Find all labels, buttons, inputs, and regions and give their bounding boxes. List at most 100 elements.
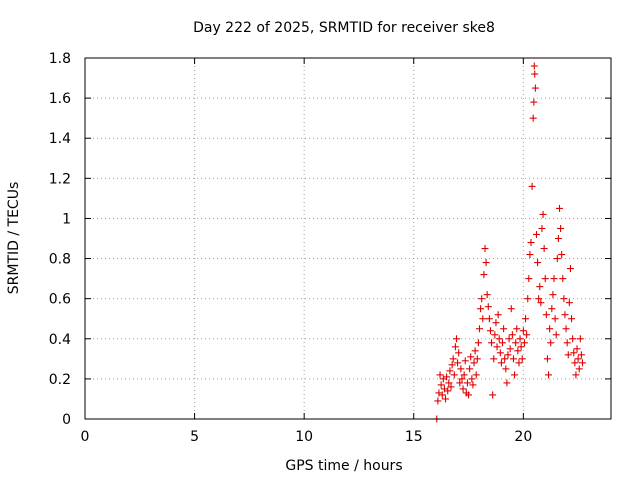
data-point [452,335,460,343]
data-point [549,291,557,299]
data-point [547,339,555,347]
data-point [512,339,520,347]
data-point [515,359,523,367]
data-point [545,371,553,379]
data-point [472,371,480,379]
data-point [511,371,519,379]
data-point [485,315,493,323]
data-point [537,299,545,307]
x-tick-label: 5 [190,429,199,445]
data-point [494,311,502,319]
data-point [490,355,498,363]
data-point [471,347,479,355]
data-point [539,210,547,218]
data-point [469,381,477,389]
data-point [564,351,572,359]
data-point [444,387,452,395]
data-point [560,295,568,303]
y-axis-label: SRMTID / TECUs [6,182,22,295]
data-point [449,355,457,363]
data-point [555,204,563,212]
chart-title: Day 222 of 2025, SRMTID for receiver ske… [193,20,495,36]
data-point [551,315,559,323]
data-point [457,365,465,373]
data-point [493,343,501,351]
data-point [574,355,582,363]
data-point [442,395,450,403]
data-point [466,365,474,373]
data-point [519,327,527,335]
data-point [455,349,463,357]
data-point [531,70,539,78]
data-point [459,385,467,393]
data-point [569,335,577,343]
data-point [478,295,486,303]
y-tick-label: 0.8 [49,252,71,268]
data-point [534,259,542,267]
grid [85,57,611,419]
data-point [456,379,464,387]
data-point [535,295,543,303]
data-point [540,245,548,253]
data-point [575,365,583,373]
data-point [481,245,489,253]
data-point [558,251,566,259]
data-point [506,345,514,353]
data-point [546,325,554,333]
y-tick-label: 1.2 [49,171,71,187]
data-point [438,391,446,399]
y-tick-label: 1.4 [49,131,71,147]
data-point [553,255,561,263]
data-point [445,379,453,387]
data-point [486,327,494,335]
data-point [480,271,488,279]
data-point [476,325,483,333]
data-point [503,379,511,387]
data-point [448,361,456,369]
data-point [526,251,534,259]
data-point [488,339,496,347]
data-point [443,373,451,381]
data-point [500,325,508,333]
data-point [460,371,468,379]
data-point [532,230,540,238]
data-point [523,331,531,339]
data-point [447,383,455,391]
x-tick-label: 20 [514,429,532,445]
data-point [474,339,482,347]
data-point [517,343,525,351]
data-point [528,182,536,190]
y-tick-label: 0.2 [49,372,71,388]
data-point [516,335,524,343]
data-point [576,335,584,343]
data-point [502,365,510,373]
y-tick-label: 0 [62,412,71,428]
data-point [530,62,538,70]
data-point [492,319,500,327]
data-point [489,391,497,399]
x-tick-label: 0 [81,429,90,445]
data-point [572,371,580,379]
data-point [531,84,539,92]
data-point [522,315,530,323]
data-point [557,224,565,232]
data-point [554,235,562,242]
data-point [563,339,571,347]
data-point [568,315,576,323]
data-point [501,355,509,363]
data-point [571,359,579,367]
data-point [524,295,532,303]
data-point [477,305,485,313]
data-point [552,331,560,339]
data-point [467,353,475,361]
plot-frame [84,57,612,420]
data-point [473,355,481,363]
data-point [514,347,522,355]
ticks [84,57,611,420]
x-axis-label: GPS time / hours [285,458,402,474]
y-tick-label: 1.6 [49,91,71,107]
data-point [573,345,581,353]
data-point [525,275,533,283]
data-point [454,359,462,367]
data-point [507,305,515,313]
